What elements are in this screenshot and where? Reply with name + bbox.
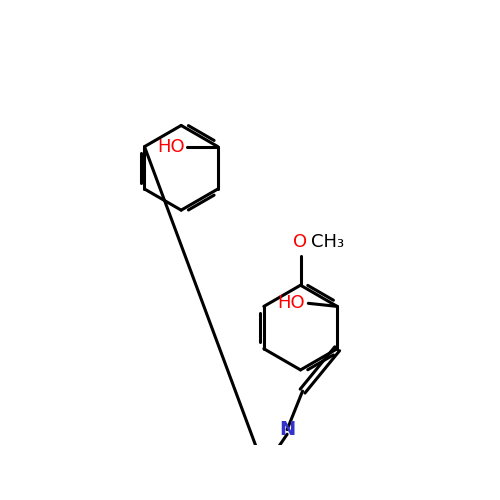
Text: HO: HO — [158, 138, 185, 156]
Text: HO: HO — [278, 294, 305, 312]
Text: O: O — [294, 232, 308, 250]
Text: CH₃: CH₃ — [312, 232, 344, 250]
Text: N: N — [279, 420, 295, 439]
